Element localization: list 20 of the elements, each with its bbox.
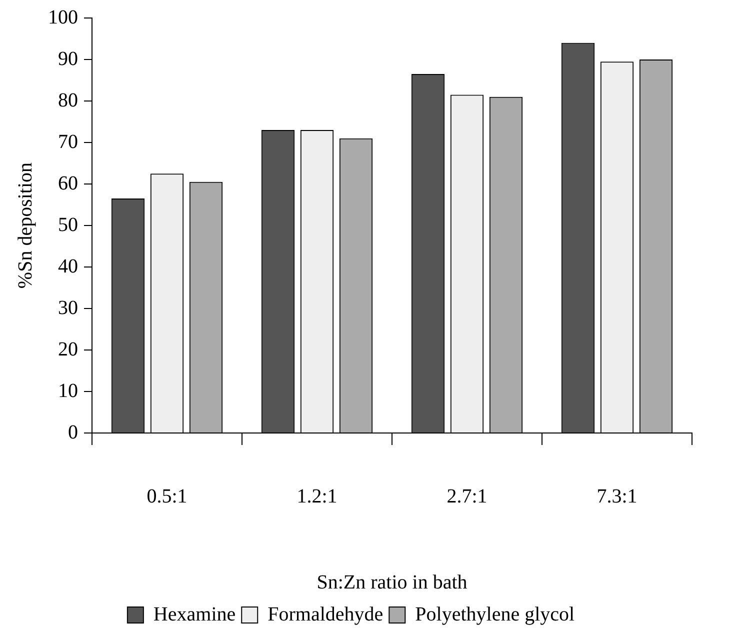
- y-tick-label: 60: [58, 172, 78, 194]
- y-tick-label: 50: [58, 214, 78, 236]
- x-tick-label: 0.5:1: [146, 485, 188, 508]
- legend-label: Hexamine: [153, 603, 236, 626]
- y-tick-label: 40: [58, 255, 78, 278]
- y-tick-label: 20: [58, 338, 78, 360]
- x-tick-label: 1.2:1: [296, 485, 338, 508]
- y-axis-title: %Sn deposition: [14, 162, 36, 289]
- y-tick-label: 70: [58, 130, 78, 153]
- legend-label: Formaldehyde: [268, 603, 384, 626]
- y-tick-label: 90: [58, 48, 78, 70]
- y-tick-label: 10: [58, 380, 78, 402]
- y-tick-label: 0: [68, 421, 78, 444]
- x-axis-title: Sn:Zn ratio in bath: [316, 571, 468, 594]
- y-tick-label: 30: [58, 296, 78, 319]
- legend-label: Polyethylene glycol: [415, 603, 576, 626]
- x-tick-label: 7.3:1: [596, 485, 638, 508]
- y-tick-label: 80: [58, 89, 78, 112]
- x-tick-label: 2.7:1: [446, 485, 488, 508]
- y-tick-label: 100: [48, 6, 78, 28]
